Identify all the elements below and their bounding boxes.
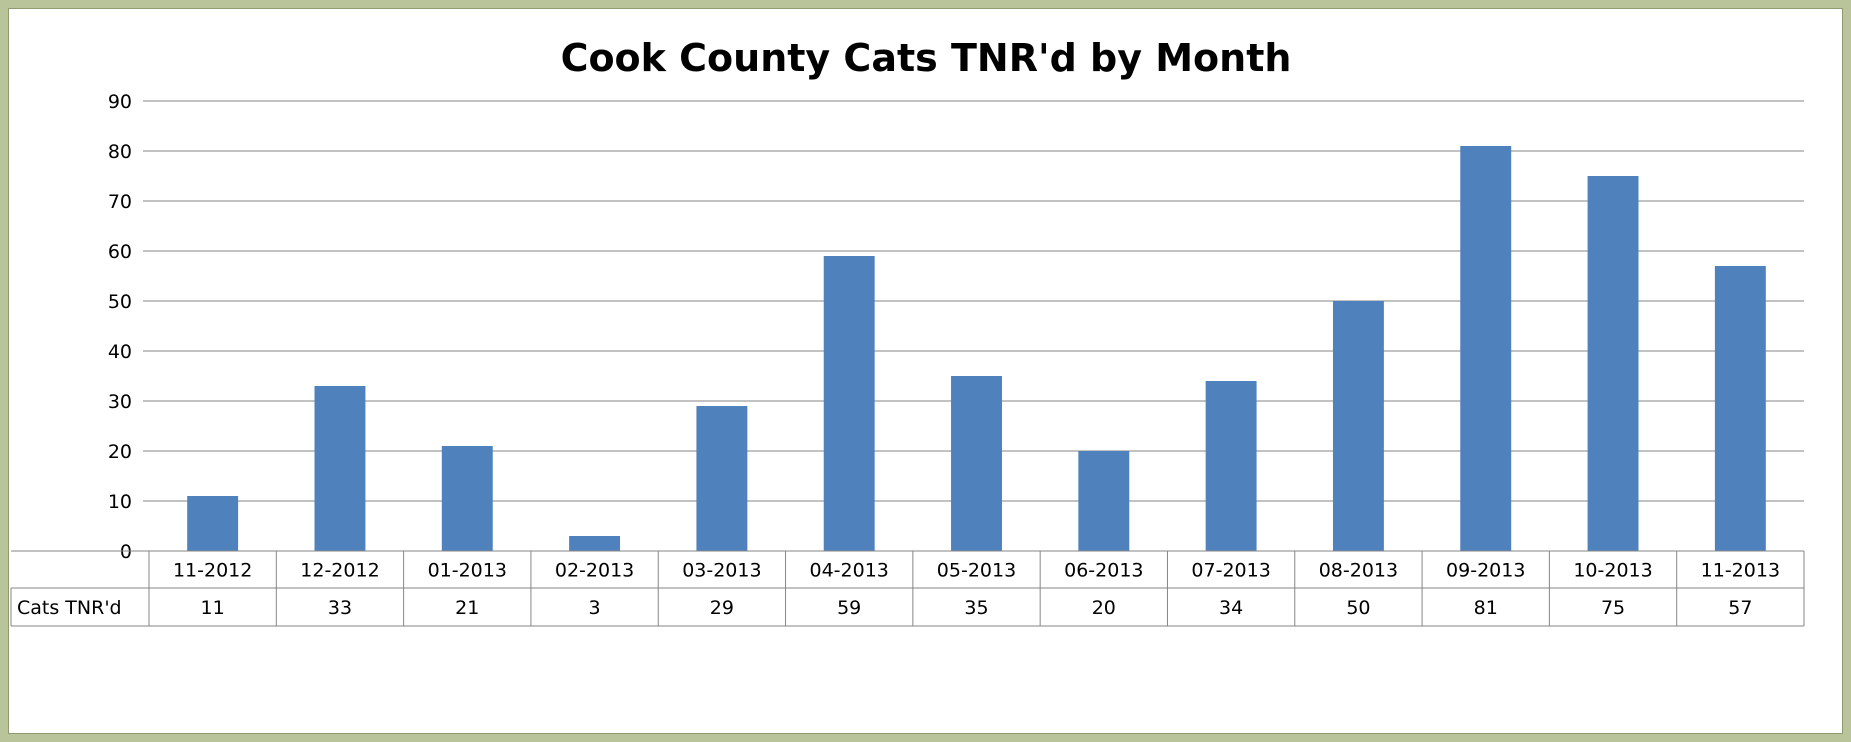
bar-10-2013 bbox=[1587, 176, 1639, 551]
chart-frame: Cook County Cats TNR'd by Month 0 10 20 30 4… bbox=[8, 8, 1843, 734]
value-cell: 29 bbox=[710, 597, 734, 619]
value-cell: 50 bbox=[1346, 597, 1370, 619]
y-tick-label: 90 bbox=[108, 91, 132, 113]
bar-12-2012 bbox=[314, 386, 366, 551]
chart-title: Cook County Cats TNR'd by Month bbox=[561, 36, 1292, 80]
bar-11-2013 bbox=[1714, 266, 1766, 551]
category-label: 10-2013 bbox=[1573, 560, 1652, 582]
category-label: 12-2012 bbox=[300, 560, 379, 582]
category-label: 09-2013 bbox=[1446, 560, 1525, 582]
bar-08-2013 bbox=[1332, 301, 1384, 551]
y-tick-label: 20 bbox=[108, 441, 132, 463]
value-cell: 20 bbox=[1092, 597, 1116, 619]
gridlines bbox=[149, 100, 1804, 552]
bars bbox=[187, 146, 1766, 551]
bar-09-2013 bbox=[1460, 146, 1512, 551]
category-label: 11-2012 bbox=[173, 560, 252, 582]
category-label: 08-2013 bbox=[1319, 560, 1398, 582]
y-tick-label: 40 bbox=[108, 341, 132, 363]
value-cell: 3 bbox=[589, 597, 601, 619]
category-label: 11-2013 bbox=[1701, 560, 1780, 582]
y-tick-label: 30 bbox=[108, 391, 132, 413]
category-label: 07-2013 bbox=[1191, 560, 1270, 582]
category-label: 05-2013 bbox=[937, 560, 1016, 582]
y-tick-label: 0 bbox=[120, 541, 132, 563]
value-cell: 75 bbox=[1601, 597, 1625, 619]
category-label: 06-2013 bbox=[1064, 560, 1143, 582]
series-name-cell: Cats TNR'd bbox=[17, 597, 122, 619]
value-cell: 11 bbox=[201, 597, 225, 619]
bar-07-2013 bbox=[1205, 381, 1257, 551]
y-tick-label: 80 bbox=[108, 141, 132, 163]
bar-05-2013 bbox=[951, 376, 1002, 551]
category-label: 01-2013 bbox=[428, 560, 507, 582]
bar-03-2013 bbox=[696, 406, 748, 551]
value-cell: 34 bbox=[1219, 597, 1243, 619]
category-label: 03-2013 bbox=[682, 560, 761, 582]
y-tick-label: 50 bbox=[108, 291, 132, 313]
value-cell: 59 bbox=[837, 597, 861, 619]
y-tick-label: 10 bbox=[108, 491, 132, 513]
category-label: 02-2013 bbox=[555, 560, 634, 582]
value-cell: 21 bbox=[455, 597, 479, 619]
bar-11-2012 bbox=[187, 496, 239, 551]
bar-02-2013 bbox=[569, 536, 621, 551]
bar-04-2013 bbox=[823, 256, 875, 551]
y-tick-label: 60 bbox=[108, 241, 132, 263]
y-tick-label: 70 bbox=[108, 191, 132, 213]
value-cell: 33 bbox=[328, 597, 352, 619]
value-cell: 81 bbox=[1474, 597, 1498, 619]
category-label: 04-2013 bbox=[809, 560, 888, 582]
value-cell: 35 bbox=[964, 597, 988, 619]
bar-01-2013 bbox=[441, 446, 493, 551]
value-cell: 57 bbox=[1728, 597, 1752, 619]
bar-chart: Cook County Cats TNR'd by Month 01020304… bbox=[10, 36, 1805, 627]
data-table: Cats TNR'd 11-2012 11 12-2012 33 01-2013 21 02-… bbox=[10, 550, 1805, 627]
y-axis-ticks: 0 10 20 30 40 50 60 70 80 90 bbox=[108, 91, 149, 563]
bar-06-2013 bbox=[1078, 451, 1130, 551]
